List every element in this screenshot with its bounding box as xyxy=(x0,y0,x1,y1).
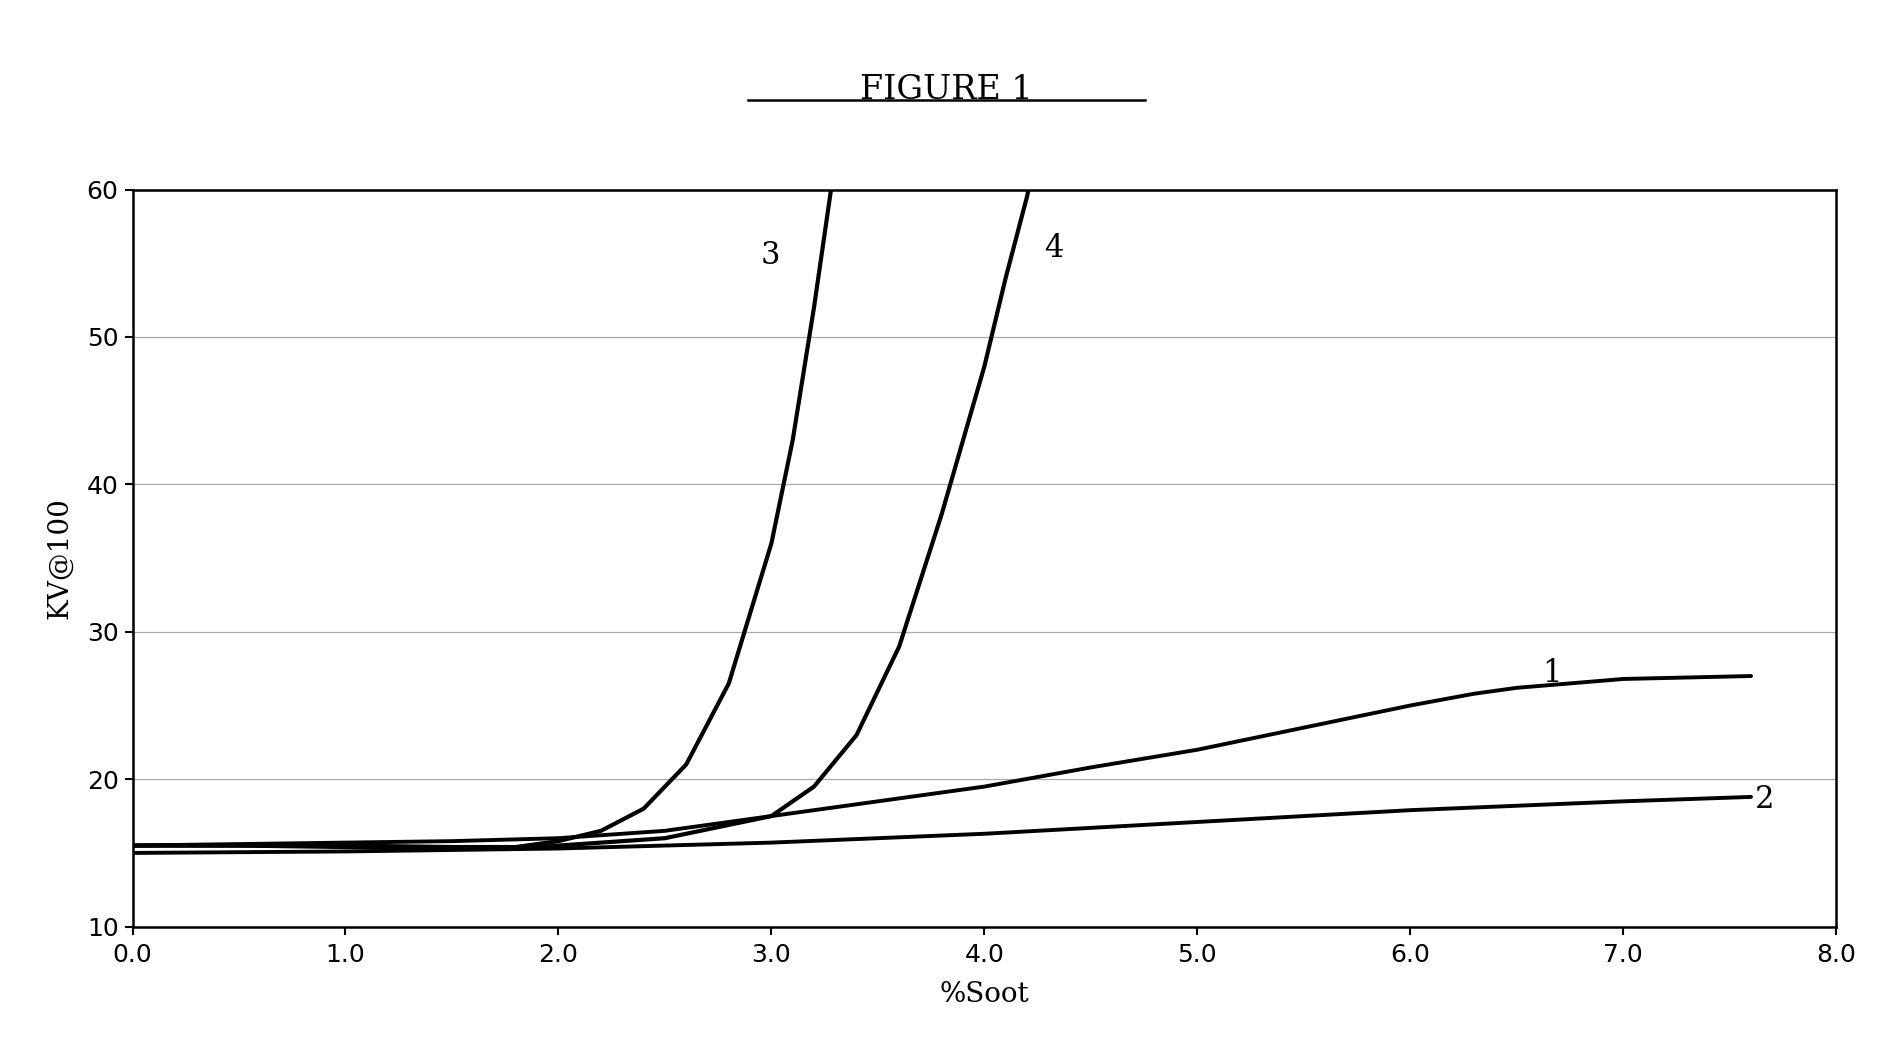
Y-axis label: KV@100: KV@100 xyxy=(45,497,72,619)
Text: 1: 1 xyxy=(1543,657,1562,689)
Text: 2: 2 xyxy=(1755,784,1776,815)
X-axis label: %Soot: %Soot xyxy=(939,981,1030,1008)
Text: 4: 4 xyxy=(1045,233,1064,264)
Text: 3: 3 xyxy=(761,240,780,272)
Text: FIGURE 1: FIGURE 1 xyxy=(859,74,1034,105)
